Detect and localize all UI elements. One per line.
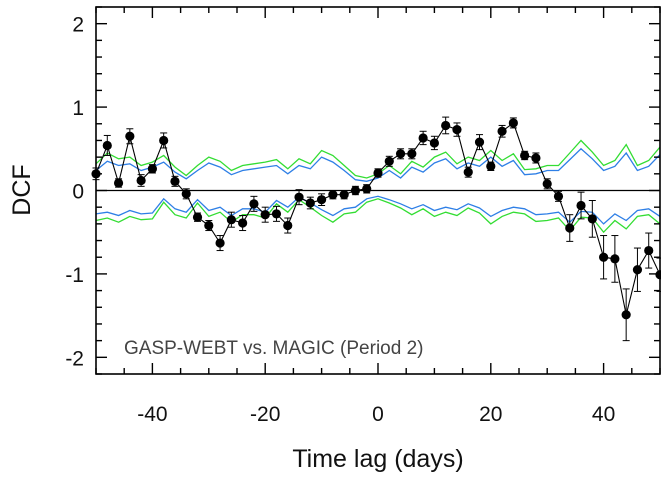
data-point [610, 254, 620, 264]
data-point [587, 214, 597, 224]
data-point [441, 120, 451, 131]
data-point [599, 252, 609, 262]
data-point [204, 220, 214, 231]
data-point [317, 195, 327, 205]
y-tick-label: 2 [72, 14, 84, 37]
data-point [260, 210, 270, 220]
data-point [407, 149, 417, 159]
data-point [226, 215, 236, 225]
data-point [373, 168, 383, 178]
data-point [463, 167, 473, 177]
data-point [125, 131, 135, 141]
x-tick-label: 0 [372, 403, 384, 426]
data-point [474, 137, 485, 147]
data-point [565, 223, 575, 233]
data-point [531, 153, 541, 163]
data-point [113, 178, 124, 188]
data-point [328, 190, 338, 200]
band-blue-upper [95, 147, 661, 182]
dcf-data-series [91, 116, 661, 342]
x-tick-label: 20 [479, 403, 502, 426]
data-point [170, 176, 180, 186]
data-point [362, 184, 372, 194]
data-point [553, 191, 564, 201]
tick-labels: -40 -20 0 20 40 -2 -1 0 1 2 [65, 14, 615, 426]
y-tick-label: 0 [72, 181, 84, 204]
data-point [238, 218, 248, 228]
band-green-lower [95, 198, 661, 234]
y-tick-label: 1 [72, 97, 84, 120]
data-point [452, 125, 462, 135]
significance-bands [95, 139, 661, 234]
data-point [508, 118, 518, 128]
data-point [159, 135, 169, 146]
data-point [644, 245, 654, 256]
x-tick-label: 40 [592, 403, 615, 426]
y-tick-label: -1 [65, 264, 84, 287]
chart-annotation: GASP-WEBT vs. MAGIC (Period 2) [124, 338, 423, 359]
data-point [215, 238, 225, 248]
data-point [339, 190, 349, 200]
axis-ticks [95, 6, 661, 375]
data-point [632, 265, 643, 275]
data-point [294, 192, 304, 202]
data-point [429, 138, 439, 148]
band-blue-lower [95, 195, 661, 225]
data-point [249, 199, 259, 209]
data-point [147, 164, 157, 174]
data-point [486, 161, 496, 171]
data-point [395, 149, 406, 159]
data-point [418, 133, 428, 143]
y-axis-label: DCF [8, 164, 36, 215]
data-point [384, 156, 394, 166]
data-point [542, 179, 552, 189]
data-point [181, 189, 191, 199]
data-point [520, 150, 530, 161]
y-tick-label: -2 [65, 347, 84, 370]
x-tick-label: -20 [250, 403, 280, 426]
data-point [283, 220, 293, 231]
x-axis-label: Time lag (days) [292, 445, 463, 473]
dcf-line [95, 122, 661, 315]
data-point [305, 198, 315, 208]
data-point [576, 200, 586, 211]
data-point [497, 126, 507, 136]
data-point [102, 140, 112, 151]
data-point [350, 185, 361, 196]
data-point [136, 175, 146, 186]
x-tick-label: -40 [137, 403, 167, 426]
data-point [192, 212, 203, 222]
data-point [271, 209, 282, 219]
data-point [621, 310, 631, 320]
